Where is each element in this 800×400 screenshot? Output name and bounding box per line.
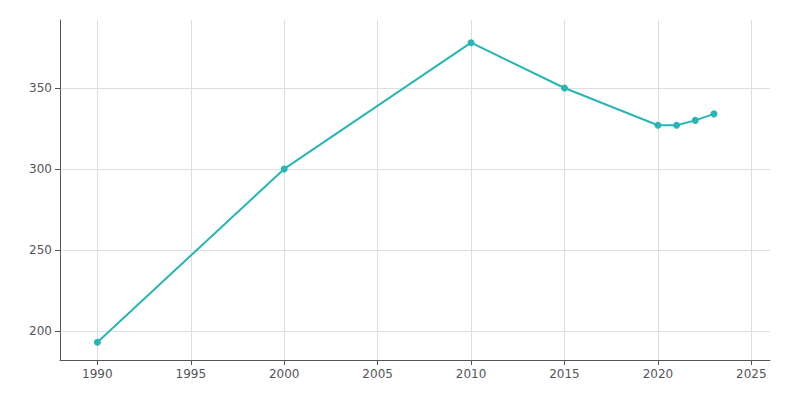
svg-text:2000: 2000	[269, 367, 300, 381]
svg-text:1990: 1990	[82, 367, 113, 381]
svg-text:2005: 2005	[362, 367, 393, 381]
svg-text:2025: 2025	[736, 367, 767, 381]
svg-text:350: 350	[29, 81, 52, 95]
svg-text:2020: 2020	[643, 367, 674, 381]
svg-text:2015: 2015	[549, 367, 580, 381]
svg-text:200: 200	[29, 324, 52, 338]
svg-text:2010: 2010	[456, 367, 487, 381]
svg-text:1995: 1995	[176, 367, 207, 381]
svg-text:250: 250	[29, 243, 52, 257]
svg-text:300: 300	[29, 162, 52, 176]
